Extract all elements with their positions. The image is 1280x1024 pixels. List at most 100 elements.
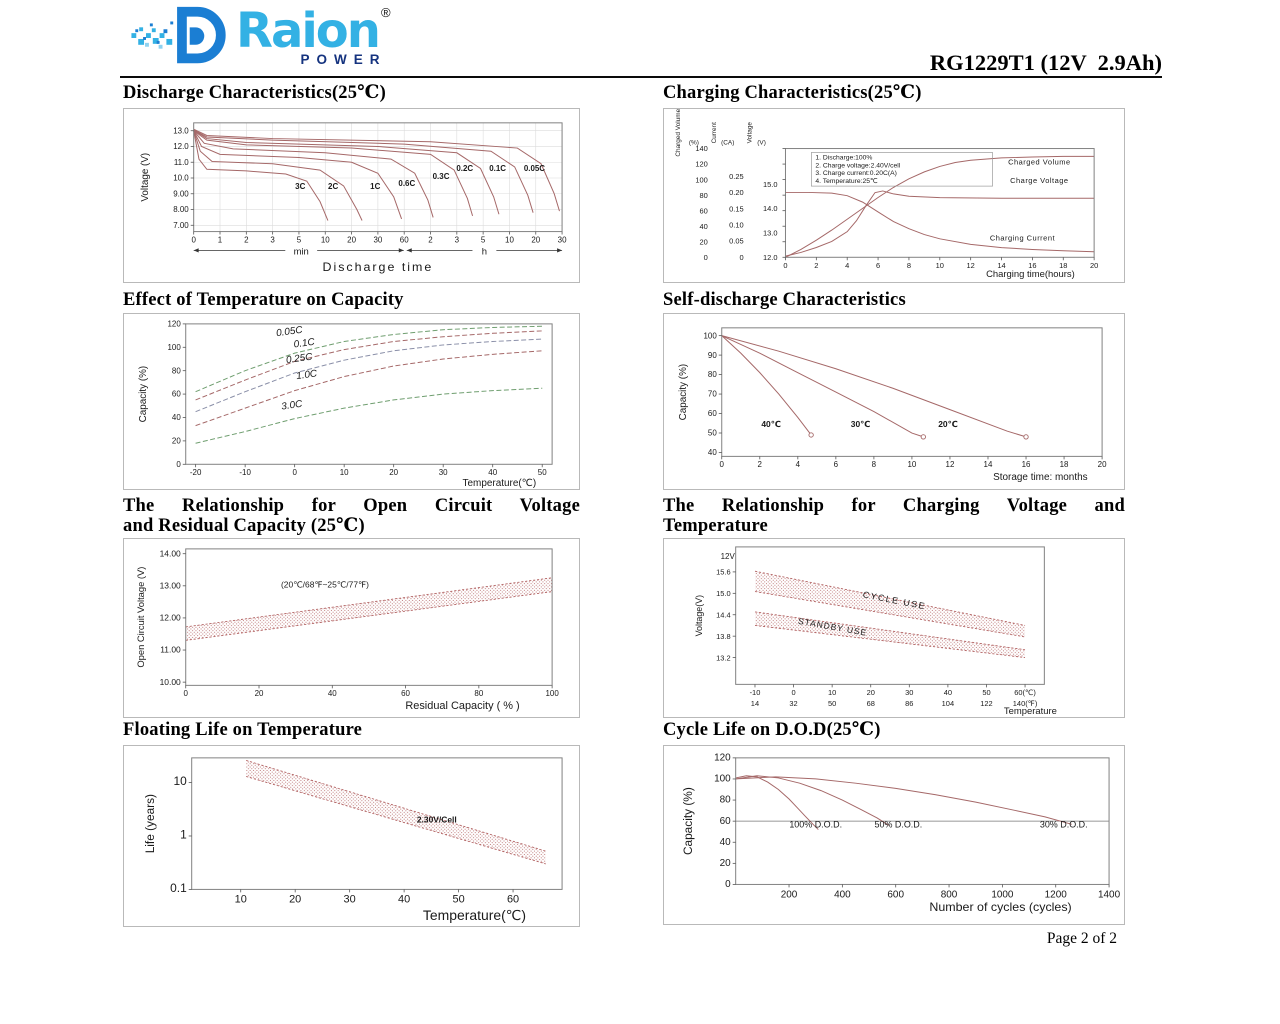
- svg-text:60: 60: [172, 390, 181, 399]
- svg-text:Temperature(℃): Temperature(℃): [423, 907, 526, 923]
- svg-text:70: 70: [708, 390, 717, 399]
- section-title-cycle-life: Cycle Life on D.O.D(25℃): [663, 720, 881, 740]
- svg-text:40: 40: [944, 688, 952, 697]
- svg-text:30: 30: [905, 688, 913, 697]
- svg-text:h: h: [482, 245, 487, 256]
- svg-text:0: 0: [791, 688, 795, 697]
- svg-text:10.0: 10.0: [173, 174, 189, 183]
- model-title: RG1229T1 (12V 2.9Ah): [929, 50, 1162, 75]
- svg-text:800: 800: [941, 889, 958, 900]
- svg-text:1.0C: 1.0C: [296, 368, 319, 382]
- svg-text:122: 122: [980, 699, 992, 708]
- svg-text:3C: 3C: [295, 182, 305, 191]
- svg-text:1C: 1C: [370, 182, 380, 191]
- svg-text:4: 4: [796, 460, 801, 469]
- svg-text:15.0: 15.0: [716, 589, 731, 598]
- section-title-ocv-line2: and Residual Capacity (25℃): [123, 515, 365, 536]
- svg-text:40: 40: [699, 222, 707, 231]
- svg-text:(20℃/68℉~25℃/77℉): (20℃/68℉~25℃/77℉): [281, 579, 369, 589]
- svg-text:30℃: 30℃: [851, 419, 871, 429]
- svg-text:0.05C: 0.05C: [275, 325, 304, 340]
- logo-d-glyph: [177, 6, 226, 64]
- svg-text:0.2C: 0.2C: [456, 164, 473, 173]
- svg-text:16: 16: [1028, 261, 1036, 270]
- svg-text:40: 40: [488, 468, 497, 477]
- section-title-discharge: Discharge Characteristics(25℃): [123, 83, 386, 103]
- chart-self-discharge: 0 2 4 6 8 10 12 14 16 18 20 Storage time: months 40 5…: [663, 313, 1125, 490]
- svg-text:0.1: 0.1: [170, 881, 187, 895]
- svg-text:12: 12: [967, 261, 975, 270]
- svg-text:10: 10: [340, 468, 349, 477]
- svg-text:0.25C: 0.25C: [285, 351, 314, 366]
- svg-text:14.4: 14.4: [716, 610, 731, 619]
- svg-text:13.2: 13.2: [716, 653, 731, 662]
- section-title-ocv: The Relationship for Open Circuit Voltag…: [123, 496, 580, 536]
- svg-text:9.00: 9.00: [173, 189, 189, 198]
- svg-text:Number of cycles (cycles): Number of cycles (cycles): [929, 900, 1071, 914]
- svg-text:4: 4: [845, 261, 849, 270]
- svg-text:0.3C: 0.3C: [433, 172, 450, 181]
- svg-text:13.0: 13.0: [173, 126, 189, 135]
- section-title-temp-capacity: Effect of Temperature on Capacity: [123, 290, 404, 310]
- svg-text:4. Temperature:25℃: 4. Temperature:25℃: [815, 178, 878, 185]
- registered-mark: ®: [380, 4, 391, 20]
- svg-text:60: 60: [401, 689, 410, 698]
- svg-text:18: 18: [1060, 460, 1069, 469]
- svg-text:Charging time(hours): Charging time(hours): [986, 268, 1075, 279]
- svg-text:2: 2: [244, 235, 248, 244]
- svg-text:20: 20: [720, 858, 732, 869]
- svg-text:100: 100: [167, 343, 181, 352]
- svg-text:104: 104: [942, 699, 954, 708]
- svg-text:-20: -20: [190, 468, 202, 477]
- svg-text:0.05C: 0.05C: [524, 164, 545, 173]
- svg-text:50: 50: [828, 699, 836, 708]
- svg-text:14.0: 14.0: [763, 204, 778, 213]
- svg-text:10: 10: [908, 460, 917, 469]
- svg-text:12: 12: [946, 460, 955, 469]
- svg-text:10.00: 10.00: [160, 677, 181, 687]
- svg-text:(CA): (CA): [721, 140, 734, 147]
- svg-text:20℃: 20℃: [938, 419, 958, 429]
- svg-text:60(℃): 60(℃): [1014, 688, 1036, 697]
- svg-text:18: 18: [1059, 261, 1067, 270]
- svg-text:1200: 1200: [1045, 889, 1068, 900]
- svg-text:Charged Volume: Charged Volume: [1008, 157, 1071, 166]
- svg-text:80: 80: [708, 370, 717, 379]
- section-title-self-discharge: Self-discharge Characteristics: [663, 290, 906, 310]
- chart-temperature-capacity: -20 -10 0 10 20 30 40 50 Temperature(℃) 0 20 40 60 80…: [123, 313, 580, 490]
- svg-text:Open Circuit Voltage (V): Open Circuit Voltage (V): [135, 567, 146, 668]
- raion-logo-mark: [131, 6, 226, 64]
- svg-text:Storage time: months: Storage time: months: [993, 472, 1088, 483]
- chart-open-circuit-voltage: 0 20 40 60 80 100 Residual Capacity ( % ) 10.00…: [123, 538, 580, 718]
- section-title-cv-temp-line1: The Relationship for Charging Voltage an…: [663, 496, 1125, 516]
- svg-text:2C: 2C: [328, 182, 338, 191]
- svg-text:Temperature(℃): Temperature(℃): [463, 478, 537, 489]
- raion-logo: Raion ® POWER: [128, 3, 391, 72]
- svg-text:13.00: 13.00: [160, 581, 181, 591]
- svg-text:60: 60: [720, 816, 732, 827]
- brand-name: Raion: [236, 3, 381, 59]
- svg-text:2. Charge voltage:2.40V/cell: 2. Charge voltage:2.40V/cell: [815, 162, 900, 169]
- svg-text:0.6C: 0.6C: [398, 179, 415, 188]
- svg-text:100: 100: [704, 331, 718, 340]
- svg-text:10: 10: [936, 261, 944, 270]
- svg-text:120: 120: [695, 160, 707, 169]
- section-title-charging: Charging Characteristics(25℃): [663, 83, 922, 103]
- svg-text:120: 120: [714, 753, 731, 764]
- section-title-floating-life: Floating Life on Temperature: [123, 720, 363, 740]
- svg-text:13.8: 13.8: [716, 632, 731, 641]
- svg-text:80: 80: [699, 191, 707, 200]
- svg-text:3: 3: [270, 235, 275, 244]
- svg-text:50: 50: [452, 893, 464, 905]
- svg-text:32: 32: [789, 699, 797, 708]
- svg-text:15.6: 15.6: [716, 568, 731, 577]
- svg-text:200: 200: [781, 889, 798, 900]
- svg-text:12.0: 12.0: [763, 253, 778, 262]
- svg-text:0: 0: [191, 235, 196, 244]
- svg-text:60: 60: [699, 206, 707, 215]
- chart-discharge-characteristics: 0 1 2 3 5 10 20 30 60 2 3 5 10 20 30 Discharge time 7.00…: [123, 108, 580, 283]
- svg-text:30% D.O.D.: 30% D.O.D.: [1040, 820, 1088, 830]
- svg-text:80: 80: [172, 366, 181, 375]
- svg-text:Charging Current: Charging Current: [990, 234, 1056, 243]
- svg-text:0: 0: [725, 879, 731, 890]
